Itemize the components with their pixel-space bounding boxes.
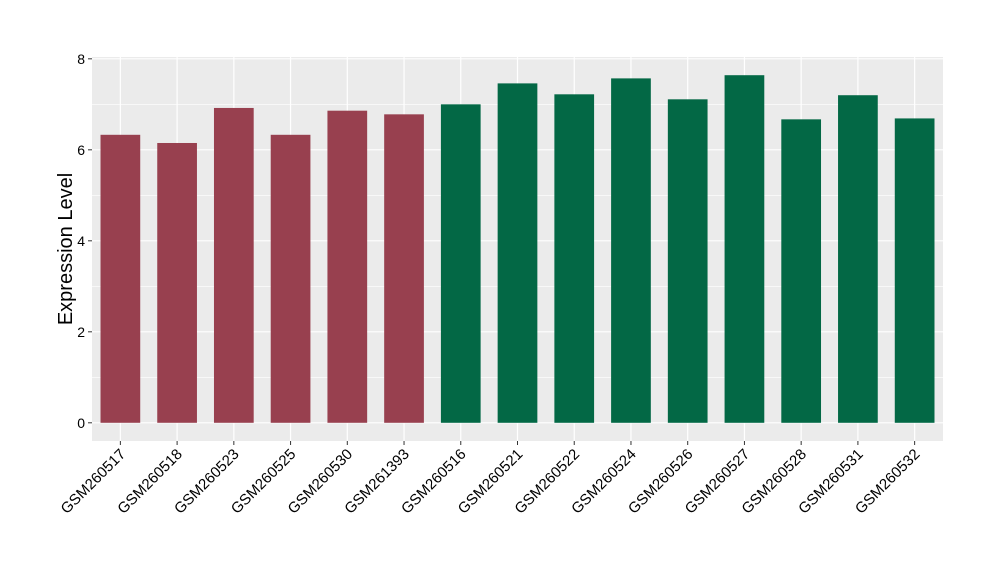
bar-GSM260523	[213, 107, 254, 423]
y-tick-label: 8	[77, 51, 85, 67]
y-axis-title: Expression Level	[55, 173, 77, 325]
bar-GSM260528	[781, 119, 822, 423]
bar-GSM260526	[667, 99, 708, 423]
bar-GSM260525	[270, 134, 311, 423]
bar-GSM260516	[440, 104, 481, 423]
y-tick-label: 2	[77, 324, 85, 340]
bar-GSM260522	[554, 94, 595, 423]
bar-GSM260527	[724, 75, 765, 423]
bar-GSM260532	[894, 118, 935, 423]
y-tick-label: 6	[77, 142, 85, 158]
y-tick-label: 4	[77, 233, 85, 249]
bar-GSM260530	[327, 110, 368, 423]
bar-GSM260517	[100, 134, 141, 423]
bar-GSM260524	[611, 78, 651, 423]
bar-GSM260518	[157, 142, 197, 423]
bar-GSM260531	[838, 95, 878, 423]
bar-GSM260521	[497, 83, 538, 423]
bar-GSM261393	[384, 114, 424, 423]
y-tick-label: 0	[77, 415, 85, 431]
